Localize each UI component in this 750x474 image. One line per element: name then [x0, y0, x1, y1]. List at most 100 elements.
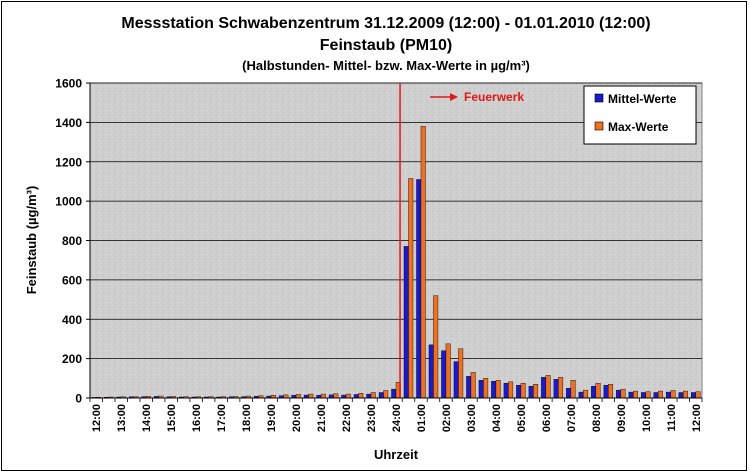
- bar-mittel: [566, 387, 572, 399]
- bar-mittel: [366, 393, 372, 399]
- bar-max: [470, 372, 476, 399]
- x-tick-label: 01:00: [416, 404, 428, 432]
- bar-max: [333, 393, 339, 399]
- x-tick-label: 16:00: [191, 404, 203, 432]
- y-tick-label: 1600: [55, 77, 82, 91]
- bar-max: [383, 390, 389, 399]
- bar-max: [358, 393, 364, 399]
- bar-max: [658, 390, 663, 399]
- bar-mittel: [553, 379, 559, 399]
- x-tick-label: 05:00: [516, 404, 528, 432]
- y-axis-ticks: 0 200 400 600 800 1000 1200 1400 1600: [55, 77, 90, 406]
- x-tick-label: 13:00: [116, 404, 128, 432]
- bar-mittel: [666, 391, 671, 399]
- bar-mittel: [591, 385, 597, 399]
- bar-max: [570, 380, 576, 399]
- chart-subtitle: Feinstaub (PM10): [320, 37, 452, 54]
- bar-mittel: [428, 344, 434, 399]
- chart-title: Messstation Schwabenzentrum 31.12.2009 (…: [121, 15, 650, 32]
- bar-mittel: [641, 392, 646, 399]
- x-tick-label: 14:00: [141, 404, 153, 432]
- bar-mittel: [378, 392, 384, 399]
- legend: Mittel-Werte Max-Werte: [583, 85, 697, 145]
- fireworks-annotation: Feuerwerk: [399, 83, 524, 398]
- bar-max: [558, 377, 564, 399]
- y-tick-label: 400: [62, 313, 82, 327]
- bar-max: [645, 391, 651, 399]
- x-tick-label: 07:00: [566, 404, 578, 432]
- x-tick-label: 17:00: [216, 404, 228, 432]
- x-tick-label: 19:00: [266, 404, 278, 432]
- x-tick-label: 20:00: [291, 404, 303, 432]
- bar-mittel: [478, 380, 484, 399]
- bar-max: [458, 348, 464, 399]
- bar-max: [495, 380, 501, 399]
- x-tick-label: 09:00: [616, 404, 628, 432]
- y-tick-label: 200: [62, 352, 82, 366]
- x-tick-label: 06:00: [541, 404, 553, 432]
- y-tick-label: 800: [62, 234, 82, 248]
- bar-mittel: [541, 377, 547, 399]
- y-tick-label: 1000: [55, 195, 82, 209]
- bar-max: [583, 389, 589, 399]
- bar-mittel: [516, 385, 522, 399]
- bar-mittel: [528, 385, 534, 399]
- bar-mittel: [353, 394, 359, 399]
- bar-max: [695, 391, 701, 399]
- bar-mittel: [453, 361, 459, 399]
- bar-mittel: [403, 246, 409, 399]
- bar-max: [520, 383, 526, 399]
- x-tick-label: 02:00: [441, 404, 453, 432]
- y-axis-label: Feinstaub (µg/m³): [24, 186, 39, 295]
- bar-mittel: [466, 376, 472, 399]
- x-tick-label: 08:00: [591, 404, 603, 432]
- x-axis-label: Uhrzeit: [374, 447, 419, 462]
- legend-swatch-max: [594, 121, 604, 131]
- bar-max: [295, 394, 301, 399]
- bar-mittel: [616, 389, 622, 399]
- bar-max: [420, 126, 426, 399]
- x-tick-label: 04:00: [491, 404, 503, 432]
- bar-max: [408, 178, 414, 399]
- y-tick-label: 1200: [55, 155, 82, 169]
- gridlines: [90, 82, 702, 360]
- legend-swatch-mittel: [594, 93, 604, 103]
- legend-label-mittel: Mittel-Werte: [608, 92, 677, 106]
- x-tick-label: 22:00: [341, 404, 353, 432]
- bar-mittel: [416, 179, 422, 399]
- x-tick-label: 23:00: [366, 404, 378, 432]
- bar-max: [620, 388, 626, 399]
- x-tick-label: 24:00: [391, 404, 403, 432]
- bar-max: [308, 393, 314, 399]
- x-tick-label: 11:00: [666, 404, 678, 432]
- x-tick-label: 03:00: [466, 404, 478, 432]
- x-tick-label: 10:00: [641, 404, 653, 432]
- bar-max: [633, 390, 639, 399]
- bar-mittel: [628, 391, 634, 399]
- x-tick-label: 12:00: [691, 404, 703, 432]
- bar-mittel: [391, 388, 397, 399]
- bar-max: [670, 390, 676, 399]
- bar-max: [545, 375, 551, 399]
- bar-max: [508, 381, 514, 399]
- bar-mittel: [653, 392, 659, 399]
- x-tick-label: 21:00: [316, 404, 328, 432]
- bar-mittel: [678, 392, 684, 399]
- bar-mittel: [441, 350, 447, 399]
- x-tick-label: 18:00: [241, 404, 253, 432]
- y-tick-label: 0: [75, 392, 82, 406]
- bar-max: [345, 393, 351, 399]
- x-tick-label: 12:00: [91, 404, 103, 432]
- bar-mittel: [578, 391, 584, 399]
- bar-max: [595, 383, 601, 399]
- bar-series: [91, 126, 701, 399]
- bar-max: [533, 384, 539, 399]
- bar-max: [683, 390, 688, 399]
- bar-max: [320, 393, 326, 399]
- bar-max: [483, 378, 489, 399]
- fireworks-arrowhead: [450, 93, 459, 101]
- y-tick-label: 1400: [55, 116, 82, 130]
- legend-label-max: Max-Werte: [608, 120, 669, 134]
- x-tick-label: 15:00: [166, 404, 178, 432]
